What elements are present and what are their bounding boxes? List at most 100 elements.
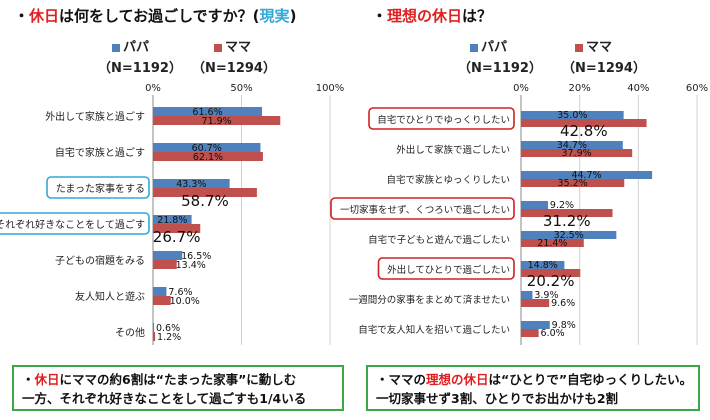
title-end: は？ bbox=[462, 7, 493, 25]
summary-red: 理想の休日 bbox=[426, 372, 489, 387]
mama-bar bbox=[153, 260, 177, 269]
papa-bar bbox=[521, 201, 548, 209]
tick-label: 100% bbox=[316, 83, 345, 94]
legend-mama-left: ママ bbox=[214, 36, 251, 55]
tick-label: 50% bbox=[230, 83, 252, 94]
papa-bar bbox=[153, 179, 230, 188]
tick-label: 20% bbox=[569, 83, 591, 94]
mama-data-label: 6.0% bbox=[541, 328, 565, 339]
papa-data-label: 44.7% bbox=[571, 170, 601, 181]
summary-text: は“ひとりで”自宅ゆっくりしたい。 bbox=[488, 372, 693, 387]
bullet: ・ bbox=[22, 372, 35, 387]
tick-label: 40% bbox=[627, 83, 649, 94]
right-summary-box: ・ママの理想の休日は“ひとりで”自宅ゆっくりしたい。 一切家事せず3割、ひとりで… bbox=[366, 365, 700, 411]
right-title: ・理想の休日は？ bbox=[372, 5, 492, 26]
papa-data-label: 9.8% bbox=[552, 320, 576, 331]
legend-label: ママ bbox=[225, 40, 252, 55]
papa-data-label: 3.9% bbox=[534, 290, 558, 301]
mama-data-label: 62.1% bbox=[193, 152, 223, 163]
mama-bar bbox=[521, 299, 550, 307]
mama-bar bbox=[521, 269, 581, 277]
summary-text: ・ママの bbox=[376, 372, 427, 387]
papa-data-label: 35.0% bbox=[557, 110, 587, 121]
highlight-box bbox=[46, 176, 150, 199]
papa-data-label: 14.8% bbox=[528, 260, 558, 271]
mama-data-label: 26.7% bbox=[153, 228, 201, 246]
category-label: 一切家事をせず、くつろいで過ごしたい bbox=[340, 204, 510, 216]
papa-swatch bbox=[112, 43, 120, 52]
title-cyan: 現実 bbox=[259, 7, 290, 25]
mama-bar bbox=[153, 116, 281, 125]
papa-bar bbox=[153, 215, 192, 224]
mama-data-label: 1.2% bbox=[157, 332, 181, 343]
papa-n-right: （N=1192） bbox=[458, 61, 542, 76]
category-label: 子どもの宿題をみる bbox=[55, 254, 145, 267]
title-end: ) bbox=[289, 7, 297, 25]
papa-data-label: 21.8% bbox=[157, 215, 187, 226]
legend-papa-right: パパ bbox=[470, 36, 507, 55]
legend-papa-left: パパ bbox=[112, 36, 149, 55]
bullet: ・ bbox=[14, 7, 30, 25]
left-summary-box: ・休日にママの約6割は“たまった家事”に勤しむ 一方、それぞれ好きなことをして過… bbox=[12, 365, 344, 411]
mama-data-label: 21.4% bbox=[537, 238, 567, 249]
mama-bar bbox=[521, 149, 633, 157]
highlight-box bbox=[330, 197, 515, 220]
category-label: 自宅で子どもと遊んで過ごしたい bbox=[368, 234, 510, 246]
papa-bar bbox=[521, 171, 653, 179]
mama-bar bbox=[521, 329, 539, 337]
mama-data-label: 58.7% bbox=[181, 192, 229, 210]
category-label: 一週間分の家事をまとめて済ませたい bbox=[349, 294, 510, 306]
mama-n-right: （N=1294） bbox=[562, 61, 646, 76]
mama-bar bbox=[521, 239, 584, 247]
tick-label: 0% bbox=[513, 83, 529, 94]
papa-bar bbox=[153, 287, 167, 296]
mama-data-label: 35.2% bbox=[558, 178, 588, 189]
category-label: 自宅で家族と過ごす bbox=[55, 146, 145, 159]
tick-label: 0% bbox=[145, 83, 161, 94]
mama-bar bbox=[521, 179, 625, 187]
papa-bar bbox=[153, 251, 183, 260]
category-label: 外出して家族と過ごす bbox=[45, 110, 145, 123]
mama-data-label: 37.9% bbox=[561, 148, 591, 159]
category-label: 友人知人と遊ぶ bbox=[75, 290, 145, 303]
mama-bar bbox=[521, 209, 613, 217]
mama-data-label: 20.2% bbox=[527, 272, 575, 290]
mama-data-label: 10.0% bbox=[170, 296, 200, 307]
category-label: その他 bbox=[115, 326, 145, 339]
mama-data-label: 13.4% bbox=[176, 260, 206, 271]
papa-data-label: 32.5% bbox=[554, 230, 584, 241]
mama-bar bbox=[521, 119, 647, 127]
summary-line-1: ・ママの理想の休日は“ひとりで”自宅ゆっくりしたい。 bbox=[376, 370, 693, 389]
papa-n-left: （N=1192） bbox=[98, 61, 182, 76]
summary-text: にママの約6割は“たまった家事”に勤しむ bbox=[59, 372, 297, 387]
summary-line-1: ・休日にママの約6割は“たまった家事”に勤しむ bbox=[22, 370, 334, 389]
category-label: 自宅で家族とゆっくりしたい bbox=[386, 174, 510, 186]
highlight-box bbox=[368, 107, 515, 130]
papa-bar bbox=[521, 261, 565, 269]
bar-charts: 0% 50% 100% 外出して家族と過ごす 61.6%71.9% 自宅で家族と過ごす 60… bbox=[0, 83, 708, 345]
papa-data-label: 0.6% bbox=[156, 323, 180, 334]
legend-label: ママ bbox=[586, 40, 613, 55]
mama-data-label: 42.8% bbox=[560, 122, 608, 140]
category-label: たまった家事をする bbox=[56, 182, 145, 195]
papa-bar bbox=[521, 231, 617, 239]
highlight-box bbox=[377, 257, 515, 280]
left-title: ・休日は何をしてお過ごしですか？(現実) bbox=[14, 5, 296, 26]
summary-red: 休日 bbox=[34, 372, 60, 387]
mama-bar bbox=[153, 224, 201, 233]
legend-label: パパ bbox=[123, 40, 150, 55]
category-label: 自宅でひとりでゆっくりしたい bbox=[377, 114, 510, 126]
category-label: 自宅で友人知人を招いて過ごしたい bbox=[358, 324, 510, 336]
category-label: 外出してひとりで過ごしたい bbox=[387, 264, 510, 276]
mama-data-label: 31.2% bbox=[543, 212, 591, 230]
mama-bar bbox=[153, 296, 171, 305]
papa-data-label: 9.2% bbox=[550, 200, 574, 211]
papa-bar bbox=[153, 107, 263, 116]
papa-data-label: 60.7% bbox=[192, 143, 222, 154]
legend-label: パパ bbox=[481, 40, 508, 55]
papa-data-label: 34.7% bbox=[557, 140, 587, 151]
legend-mama-right: ママ bbox=[575, 36, 612, 55]
papa-swatch bbox=[470, 43, 478, 52]
papa-data-label: 7.6% bbox=[168, 287, 192, 298]
